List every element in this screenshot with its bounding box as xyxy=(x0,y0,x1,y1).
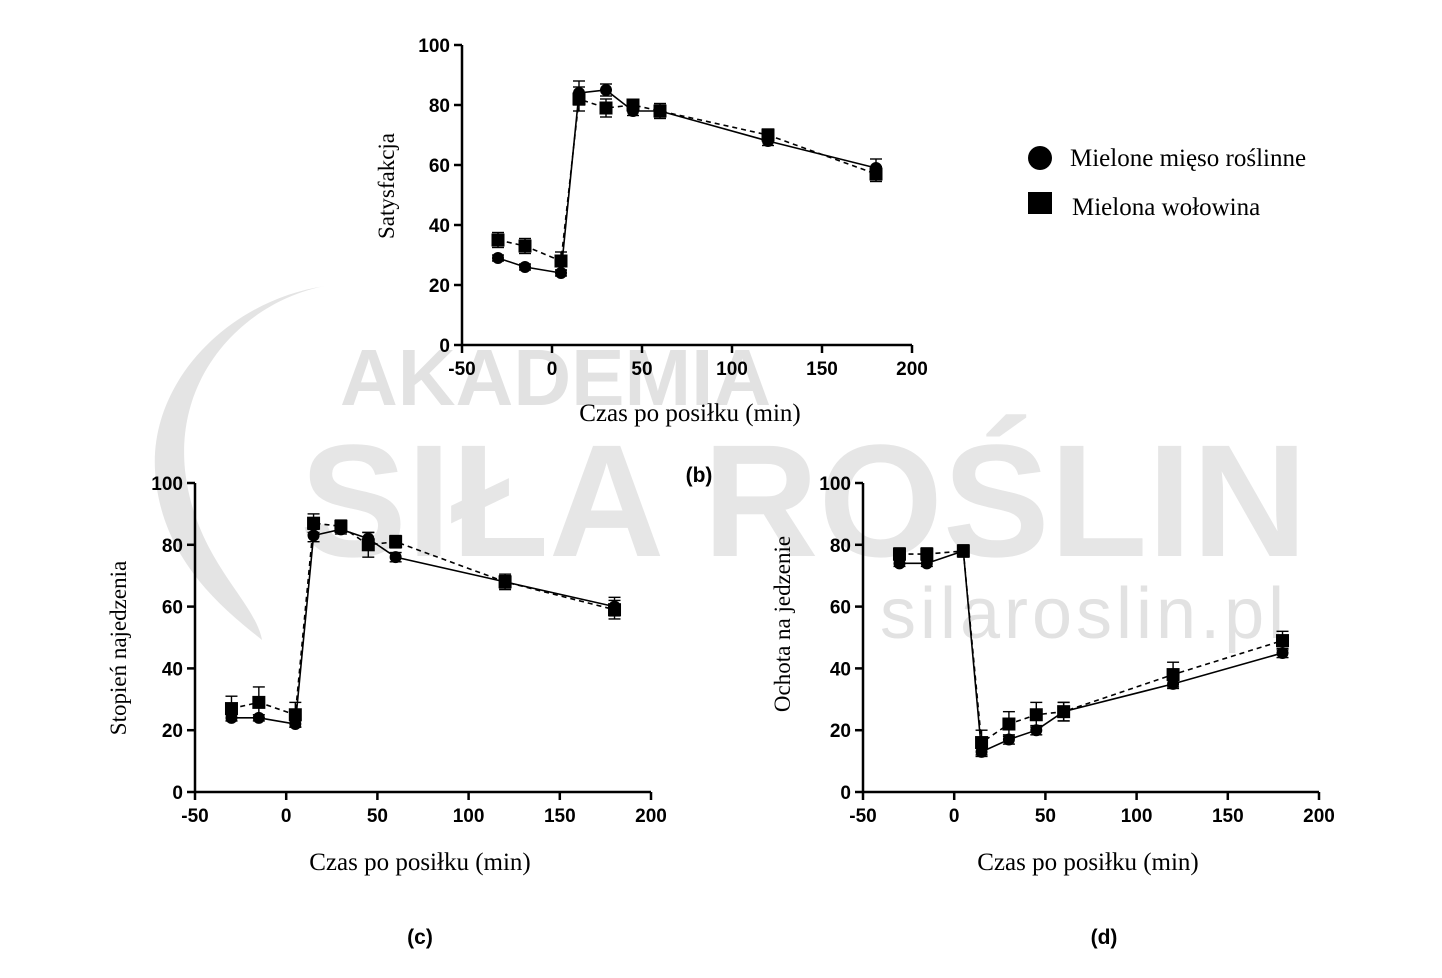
ylabel-b: Satysfakcja xyxy=(374,133,399,239)
x-tick-label-d: 100 xyxy=(1121,806,1153,827)
x-tick-label-d: 150 xyxy=(1212,806,1244,827)
data-point-square-d xyxy=(1002,717,1016,731)
series-line-b-0 xyxy=(497,89,877,274)
series-line-c-1 xyxy=(231,522,615,716)
y-tick-label-b: 100 xyxy=(418,36,450,57)
y-tick-label-b: 0 xyxy=(439,336,450,357)
panel-label-b: (b) xyxy=(686,464,713,487)
x-tick-label-c: 0 xyxy=(281,806,292,827)
y-tick-label-c: 100 xyxy=(151,474,183,495)
xlabel-c: Czas po posiłku (min) xyxy=(309,849,531,876)
legend: Mielone mięso roślinne Mielona wołowina xyxy=(1028,145,1306,221)
x-tick-label-b: 100 xyxy=(716,359,748,380)
data-point-square-b xyxy=(869,167,883,181)
x-tick-label-c: 200 xyxy=(635,806,667,827)
y-tick-label-b: 80 xyxy=(429,96,450,117)
legend-label-0: Mielone mięso roślinne xyxy=(1070,145,1306,172)
watermark-url: silaroslin.pl xyxy=(880,574,1288,654)
y-tick-label-c: 60 xyxy=(162,598,183,619)
data-point-square-c xyxy=(288,708,302,722)
data-point-square-c xyxy=(224,702,238,716)
data-point-square-b xyxy=(554,254,568,268)
x-tick-label-c: 50 xyxy=(367,806,388,827)
ylabel-d: Ochota na jedzenie xyxy=(770,536,795,712)
x-tick-label-b: 0 xyxy=(547,359,558,380)
y-tick-label-d: 60 xyxy=(830,598,851,619)
data-point-square-b xyxy=(626,98,640,112)
y-tick-label-d: 100 xyxy=(819,474,851,495)
x-tick-label-d: 200 xyxy=(1303,806,1335,827)
data-point-square-d xyxy=(1029,708,1043,722)
data-point-square-c xyxy=(252,695,266,709)
watermark-line1: AKADEMIA xyxy=(340,333,771,422)
ylabel-c: Stopień najedzenia xyxy=(106,561,131,735)
y-tick-label-d: 20 xyxy=(830,721,851,742)
data-point-square-b xyxy=(653,104,667,118)
y-tick-label-b: 40 xyxy=(429,216,450,237)
data-point-circle-b xyxy=(600,84,612,96)
data-point-circle-c xyxy=(389,551,402,564)
x-tick-label-b: 50 xyxy=(631,359,652,380)
data-point-square-c xyxy=(307,516,321,530)
data-point-square-c xyxy=(498,575,512,589)
data-point-square-c xyxy=(389,535,403,549)
data-point-square-d xyxy=(1276,634,1290,648)
y-tick-label-c: 0 xyxy=(172,783,183,804)
data-point-square-d xyxy=(1057,705,1071,719)
xlabel-d: Czas po posiłku (min) xyxy=(977,849,1199,876)
data-point-square-c xyxy=(608,603,622,617)
watermark-leaf-icon xyxy=(154,286,325,640)
data-point-square-d xyxy=(975,736,989,750)
data-point-square-b xyxy=(599,101,613,115)
watermark-line2: SIŁA ROŚLIN xyxy=(300,411,1307,590)
x-tick-label-b: -50 xyxy=(448,359,475,380)
x-tick-label-c: 100 xyxy=(453,806,485,827)
watermark: AKADEMIA SIŁA ROŚLIN silaroslin.pl xyxy=(154,286,1307,654)
panel-label-c: (c) xyxy=(407,926,433,949)
y-tick-label-c: 20 xyxy=(162,721,183,742)
y-tick-label-b: 60 xyxy=(429,156,450,177)
data-point-square-b xyxy=(572,92,586,106)
y-tick-label-d: 0 xyxy=(840,783,851,804)
panel-label-d: (d) xyxy=(1091,926,1118,949)
y-tick-label-c: 40 xyxy=(162,659,183,680)
x-tick-label-d: 0 xyxy=(949,806,960,827)
legend-marker-square xyxy=(1028,192,1052,214)
x-tick-label-b: 200 xyxy=(896,359,928,380)
data-point-square-b xyxy=(761,128,775,142)
y-tick-label-d: 80 xyxy=(830,536,851,557)
data-point-circle-b xyxy=(519,261,531,273)
series-line-b-1 xyxy=(497,97,877,263)
data-point-square-c xyxy=(334,519,348,533)
xlabel-b: Czas po posiłku (min) xyxy=(579,400,801,427)
y-tick-label-d: 40 xyxy=(830,659,851,680)
data-point-circle-b xyxy=(492,252,504,264)
y-tick-label-b: 20 xyxy=(429,276,450,297)
data-point-square-d xyxy=(1166,668,1180,682)
data-point-square-d xyxy=(920,547,934,561)
x-tick-label-d: 50 xyxy=(1035,806,1056,827)
data-point-square-d xyxy=(956,544,970,558)
data-point-square-d xyxy=(892,547,906,561)
data-point-square-b xyxy=(518,239,532,253)
legend-label-1: Mielona wołowina xyxy=(1072,194,1260,221)
x-tick-label-c: -50 xyxy=(181,806,208,827)
x-tick-label-d: -50 xyxy=(849,806,876,827)
data-point-square-c xyxy=(361,538,375,552)
y-tick-label-c: 80 xyxy=(162,536,183,557)
x-tick-label-c: 150 xyxy=(544,806,576,827)
data-point-square-b xyxy=(491,233,505,247)
legend-marker-circle xyxy=(1028,146,1052,170)
x-tick-label-b: 150 xyxy=(806,359,838,380)
